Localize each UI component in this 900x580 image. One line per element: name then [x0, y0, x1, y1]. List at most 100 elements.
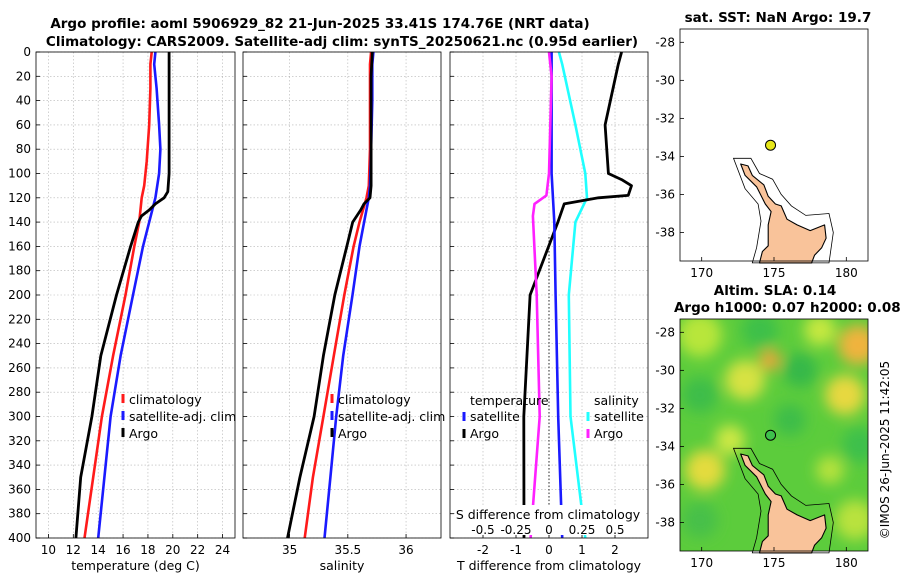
legend-label: satellite-adj. clim [129, 409, 236, 424]
series-line [286, 51, 374, 539]
depth-tick-label: 140 [8, 215, 31, 229]
salinity-panel: 35 35.5 36 salinity climatology satellite-adj… [242, 51, 445, 573]
argo-position-marker [765, 139, 777, 151]
map-lat-tick-label: -34 [655, 149, 675, 163]
x-tick-label: -1 [510, 543, 522, 557]
depth-tick-label: 320 [8, 434, 31, 448]
series-line [522, 51, 633, 539]
series-line [74, 52, 171, 539]
plot-frame [35, 51, 236, 539]
map-lon-tick-label: 170 [690, 266, 713, 280]
land-new-zealand [740, 163, 827, 264]
depth-tick-label: 160 [8, 239, 31, 253]
legend-label: Argo [338, 426, 367, 441]
legend-label: climatology [338, 392, 411, 407]
figure-title-line1: Argo profile: aoml 5906929_82 21-Jun-202… [50, 16, 589, 32]
depth-tick-label: 100 [8, 167, 31, 181]
map-lat-tick-label: -32 [655, 401, 675, 415]
s-diff-axis-label: S difference from climatology [456, 507, 641, 522]
series-line [557, 51, 589, 539]
argo-position-marker [765, 429, 777, 441]
x-tick-label: 18 [140, 543, 155, 557]
map-lon-tick-label: 180 [835, 266, 858, 280]
x-tick-label: 12 [66, 543, 81, 557]
map-lon-tick-label: 180 [835, 556, 858, 570]
x-tick-label: 1 [578, 543, 586, 557]
depth-tick-label: 180 [8, 264, 31, 278]
x-tick-label: 14 [91, 543, 106, 557]
map-lat-tick-label: -36 [655, 477, 675, 491]
map-lat-tick-label: -28 [655, 325, 675, 339]
depth-tick-label: 380 [8, 507, 31, 521]
imos-watermark: ©IMOS 26-Jun-2025 11:42:05 [878, 361, 892, 539]
sst-map: 170 175 180 -28 -30 -32 -34 -36 -38 [655, 28, 869, 280]
sla-map-title-line1: Altim. SLA: 0.14 [714, 283, 836, 299]
sla-field-blobs [680, 319, 868, 540]
depth-tick-label: 60 [16, 118, 31, 132]
map-lat-tick-label: -36 [655, 187, 675, 201]
x-axis-label: temperature (deg C) [71, 558, 200, 573]
series-line [96, 51, 162, 539]
x-tick-label: 20 [165, 543, 180, 557]
map-lat-tick-label: -30 [655, 363, 675, 377]
depth-tick-label: 340 [8, 458, 31, 472]
map-lat-tick-label: -30 [655, 73, 675, 87]
map-lat-tick-label: -32 [655, 111, 675, 125]
depth-tick-label: 40 [16, 94, 31, 108]
depth-tick-label: 220 [8, 312, 31, 326]
depth-tick-label: 0 [23, 45, 31, 59]
x-tick-label: 16 [115, 543, 130, 557]
legend-label: satellite [470, 409, 520, 424]
depth-tick-label: 120 [8, 191, 31, 205]
x-tick-label: -2 [477, 543, 489, 557]
map-lon-tick-label: 175 [763, 266, 786, 280]
s-diff-tick-label: 0 [545, 523, 553, 537]
legend-label: satellite [594, 409, 644, 424]
sla-map-title-line2: Argo h1000: 0.07 h2000: 0.084 [674, 300, 900, 316]
plot-frame [449, 51, 649, 539]
land-new-zealand [740, 453, 827, 554]
x-tick-label: 35.5 [334, 543, 361, 557]
s-diff-tick-label: -0.5 [471, 523, 494, 537]
depth-tick-label: 260 [8, 361, 31, 375]
x-tick-label: 35 [282, 543, 297, 557]
x-tick-label: 24 [215, 543, 230, 557]
sla-map: 170 175 180 -28 -30 -32 -34 -36 -38 [655, 318, 869, 570]
temperature-panel: 0 20 40 60 80 100 120 140 160 180 200 220 240 260 280 3… [8, 45, 236, 573]
x-tick-label: 10 [41, 543, 56, 557]
map-lat-tick-label: -38 [655, 225, 675, 239]
x-tick-label: 2 [611, 543, 619, 557]
series-line [550, 52, 564, 539]
series-line [529, 51, 553, 539]
depth-tick-label: 360 [8, 482, 31, 496]
series-line [83, 51, 153, 539]
map-lon-tick-label: 175 [763, 556, 786, 570]
legend-label: climatology [129, 392, 202, 407]
map-lat-tick-label: -34 [655, 439, 675, 453]
depth-tick-label: 200 [8, 288, 31, 302]
map-lat-tick-label: -28 [655, 35, 675, 49]
figure-title-line2: Climatology: CARS2009. Satellite-adj cli… [46, 34, 638, 50]
difference-panel: -2 -1 0 1 2T difference from climatology S di… [449, 51, 649, 573]
s-axis-background [455, 505, 645, 535]
x-axis-label: salinity [320, 558, 365, 573]
legend-label: satellite-adj. clim [338, 409, 445, 424]
depth-tick-label: 80 [16, 142, 31, 156]
depth-tick-label: 300 [8, 410, 31, 424]
s-diff-tick-label: 0.5 [605, 523, 624, 537]
legend-label: Argo [129, 426, 158, 441]
x-axis-label: T difference from climatology [456, 558, 642, 573]
x-tick-label: 22 [190, 543, 205, 557]
plot-frame [242, 51, 442, 539]
x-tick-label: 0 [545, 543, 553, 557]
s-diff-tick-label: 0.25 [569, 523, 596, 537]
legend-label: Argo [594, 426, 623, 441]
s-diff-tick-label: -0.25 [500, 523, 531, 537]
depth-tick-label: 400 [8, 531, 31, 545]
depth-tick-label: 280 [8, 385, 31, 399]
map-lat-tick-label: -38 [655, 515, 675, 529]
legend-label: Argo [470, 426, 499, 441]
x-tick-label: 36 [398, 543, 413, 557]
continental-shelf-contour [732, 447, 834, 554]
legend-title-salinity: salinity [594, 393, 639, 408]
